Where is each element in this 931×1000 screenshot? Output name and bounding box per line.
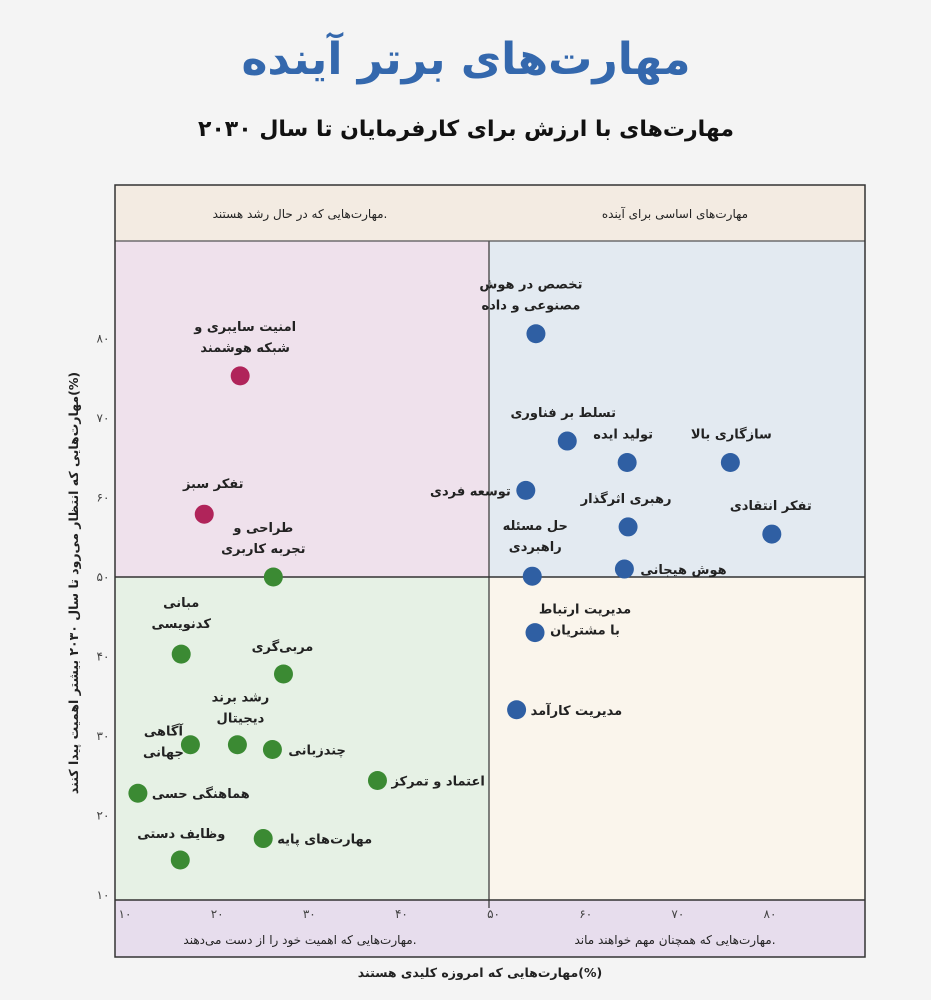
data-point-label: چندزبانی (288, 744, 345, 759)
chart-title: مهارت‌های برتر آینده (241, 31, 690, 85)
y-axis-title: مهارت‌هایی که انتظار می‌رود تا سال ۲۰۳۰ … (66, 372, 81, 794)
x-tick-label: ۲۰ (211, 907, 224, 921)
data-point-label: مربی‌گری (252, 639, 314, 655)
quadrant-label-bottom-left: مهارت‌هایی که اهمیت خود را از دست می‌دهن… (183, 933, 416, 948)
x-tick-label: ۱۰ (119, 907, 132, 921)
data-point (762, 524, 782, 544)
data-point-label: راهبردی (509, 540, 562, 555)
data-point (171, 644, 191, 664)
bottom-band (115, 900, 865, 957)
data-point (618, 517, 638, 537)
data-point-label: مصنوعی و داده (481, 299, 580, 314)
quadrant-label-top-left: مهارت‌هایی که در حال رشد هستند. (213, 207, 388, 222)
data-point-label: تولید ایده (593, 428, 653, 443)
data-point (522, 566, 542, 586)
x-tick-label: ۴۰ (395, 907, 408, 921)
data-point-label: کدنویسی (152, 617, 212, 632)
data-point (180, 735, 200, 755)
chart-frame (114, 184, 866, 958)
data-point-label: رشد برند (212, 691, 270, 706)
data-point (227, 735, 247, 755)
x-tick-label: ۸۰ (764, 907, 777, 921)
quadrant-label-top-right: مهارت‌های اساسی برای آینده (602, 206, 748, 222)
data-point-label: دیجیتال (217, 712, 265, 727)
quadrant-top-right (489, 241, 865, 577)
data-point-label: شبکه هوشمند (200, 341, 290, 356)
data-point (507, 700, 527, 720)
chart-subtitle: مهارت‌های با ارزش برای کارفرمایان تا سال… (198, 117, 734, 142)
data-point-label: توسعه فردی (430, 484, 511, 499)
y-tick-label: ۳۰ (97, 729, 110, 743)
data-point (516, 480, 536, 500)
data-point (194, 504, 214, 524)
quadrant-bottom-right (489, 577, 865, 900)
data-point (230, 366, 250, 386)
data-point-label: رهبری اثرگذار (580, 491, 672, 507)
data-point-label: اعتماد و تمرکز (390, 775, 484, 790)
data-point-label: وظایف دستی (137, 827, 225, 842)
data-point-label: جهانی (143, 746, 184, 761)
data-point (720, 453, 740, 473)
data-point-label: سازگاری بالا (691, 427, 772, 443)
data-point (614, 559, 634, 579)
data-point-label: مدیریت کارآمد (531, 702, 623, 719)
data-point (170, 850, 190, 870)
data-point-label: هماهنگی حسی (152, 786, 250, 802)
data-point (525, 623, 545, 643)
data-point-label: طراحی و (232, 521, 293, 536)
data-point-label: تخصص در هوش (479, 278, 582, 293)
data-point-label: آگاهی (144, 723, 184, 740)
data-point-label: تجربه کاربری (221, 542, 305, 557)
x-axis-title: مهارت‌هایی که امروزه کلیدی هستند(%) (358, 965, 602, 980)
y-tick-label: ۶۰ (97, 491, 110, 505)
y-tick-label: ۷۰ (97, 411, 110, 425)
data-point-label: مبانی (163, 596, 199, 611)
data-point (557, 431, 577, 451)
data-point (262, 740, 282, 760)
data-point (273, 664, 293, 684)
x-tick-label: ۷۰ (671, 907, 684, 921)
x-tick-label: ۵۰ (487, 907, 500, 921)
data-point-label: تسلط بر فناوری (510, 406, 616, 421)
y-tick-label: ۲۰ (97, 809, 110, 823)
quadrant-bottom-left (115, 577, 489, 900)
x-tick-label: ۳۰ (303, 907, 316, 921)
y-tick-label: ۴۰ (97, 650, 110, 664)
quadrant-top-left (115, 241, 489, 577)
data-point-label: امنیت سایبری و (193, 320, 296, 335)
data-point (617, 453, 637, 473)
y-tick-label: ۱۰ (97, 888, 110, 902)
data-point-label: تفکر سبز (182, 477, 244, 492)
y-tick-label: ۸۰ (97, 332, 110, 346)
top-band (115, 185, 865, 241)
quadrant-label-bottom-right: مهارت‌هایی که همچنان مهم خواهند ماند. (574, 933, 775, 948)
data-point (128, 783, 148, 803)
data-point (263, 567, 283, 587)
data-point-label: مهارت‌های پایه (277, 833, 372, 848)
data-point-label: تفکر انتقادی (730, 499, 812, 514)
data-point-label: حل مسئله (503, 519, 568, 534)
data-point (253, 829, 273, 849)
data-point (367, 771, 387, 791)
data-point (526, 324, 546, 344)
y-tick-label: ۵۰ (97, 570, 110, 584)
data-point-label: با مشتریان (550, 624, 620, 639)
data-point-label: مدیریت ارتباط (539, 603, 631, 618)
x-tick-label: ۶۰ (579, 907, 592, 921)
data-point-label: هوش هیجانی (640, 563, 726, 578)
